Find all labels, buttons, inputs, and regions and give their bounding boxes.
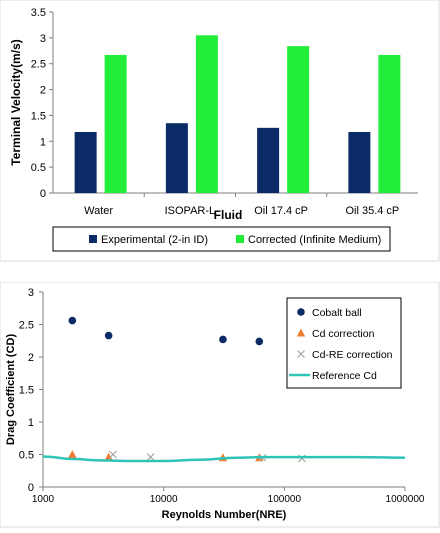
y-tick-label: 0.5 [19, 450, 34, 462]
chart-frame [0, 0, 440, 262]
point-cd-re-correction [109, 450, 117, 459]
point-cobalt-ball [104, 331, 113, 340]
x-axis-title: Reynolds Number(NRE) [162, 509, 287, 521]
x-tick-label: 10000 [150, 494, 178, 505]
x-tick-label: Water [84, 205, 113, 217]
bar-corrected [287, 46, 310, 194]
bar-experimental [257, 127, 280, 193]
x-tick-label: ISOPAR-L [165, 205, 216, 217]
bar-corrected [195, 35, 218, 194]
bar-experimental [165, 123, 188, 193]
y-tick-label: 1.5 [19, 385, 34, 397]
x-tick-label: 1000000 [386, 494, 425, 505]
bar-chart: 0 0.5 1 1.5 2 2.5 3 3.5 Water ISOPAR-L Oil 17.4 cP… [0, 0, 440, 262]
y-tick-label: 1 [28, 417, 34, 429]
legend: Experimental (2-in ID) Corrected (Infinit… [52, 226, 391, 252]
legend-marker-cd-correction [296, 328, 306, 337]
y-tick-label: 0.5 [31, 162, 46, 174]
legend-marker-cd-re-correction [297, 350, 305, 358]
reference-cd-line [42, 455, 406, 463]
x-tick-label: 100000 [268, 494, 302, 505]
point-cobalt-ball [255, 337, 264, 346]
point-cd-correction [68, 450, 77, 458]
y-tick-label: 2 [28, 352, 34, 364]
y-tick-label: 3 [40, 33, 46, 45]
y-tick-label: 0 [40, 188, 46, 200]
legend: Cobalt ball Cd correction Cd-RE correction… [286, 297, 402, 389]
legend-swatch-experimental [89, 235, 97, 243]
legend-marker-cobalt-ball [297, 308, 305, 316]
y-tick-label: 2.5 [31, 59, 46, 71]
point-cobalt-ball [219, 335, 227, 344]
y-tick-label: 0 [28, 482, 34, 494]
bar-corrected [104, 54, 127, 194]
y-axis-title: Terminal Velocity(m/s) [9, 39, 23, 166]
x-axis-title: Fluid [214, 208, 243, 222]
x-tick-label: 1000 [32, 494, 55, 505]
y-tick-label: 2.5 [19, 320, 34, 332]
bar-corrected [378, 54, 401, 194]
legend-label-corrected: Corrected (Infinite Medium) [248, 234, 381, 246]
bar-experimental [74, 131, 97, 193]
legend-box [52, 226, 391, 252]
y-tick-label: 3.5 [31, 7, 46, 19]
y-tick-label: 2 [40, 85, 46, 97]
y-axis-title: Drag Coefficient (CD) [5, 334, 17, 446]
bar-experimental [348, 131, 371, 193]
legend-label: Reference Cd [312, 370, 377, 382]
point-cobalt-ball [68, 316, 77, 325]
y-tick-label: 3 [28, 287, 34, 299]
legend-label: Cd correction [312, 328, 375, 340]
x-tick-label: Oil 35.4 cP [345, 205, 399, 217]
bar-chart-panel: 0 0.5 1 1.5 2 2.5 3 3.5 Water ISOPAR-L Oil 17.4 cP… [0, 0, 440, 262]
scatter-chart: 0 0.5 1 1.5 2 2.5 3 1000 10000 100000 1000000 Cobal… [0, 281, 440, 528]
legend-label-experimental: Experimental (2-in ID) [101, 234, 208, 246]
legend-swatch-corrected [236, 235, 244, 243]
scatter-chart-panel: 0 0.5 1 1.5 2 2.5 3 1000 10000 100000 1000000 Cobal… [0, 281, 440, 528]
x-tick-label: Oil 17.4 cP [254, 205, 308, 217]
legend-label: Cobalt ball [312, 307, 362, 319]
y-tick-label: 1 [40, 136, 46, 148]
point-cd-re-correction [146, 453, 155, 462]
legend-label: Cd-RE correction [312, 349, 393, 361]
legend-box [286, 297, 402, 389]
y-tick-label: 1.5 [31, 110, 46, 122]
point-cd-correction [104, 452, 113, 461]
